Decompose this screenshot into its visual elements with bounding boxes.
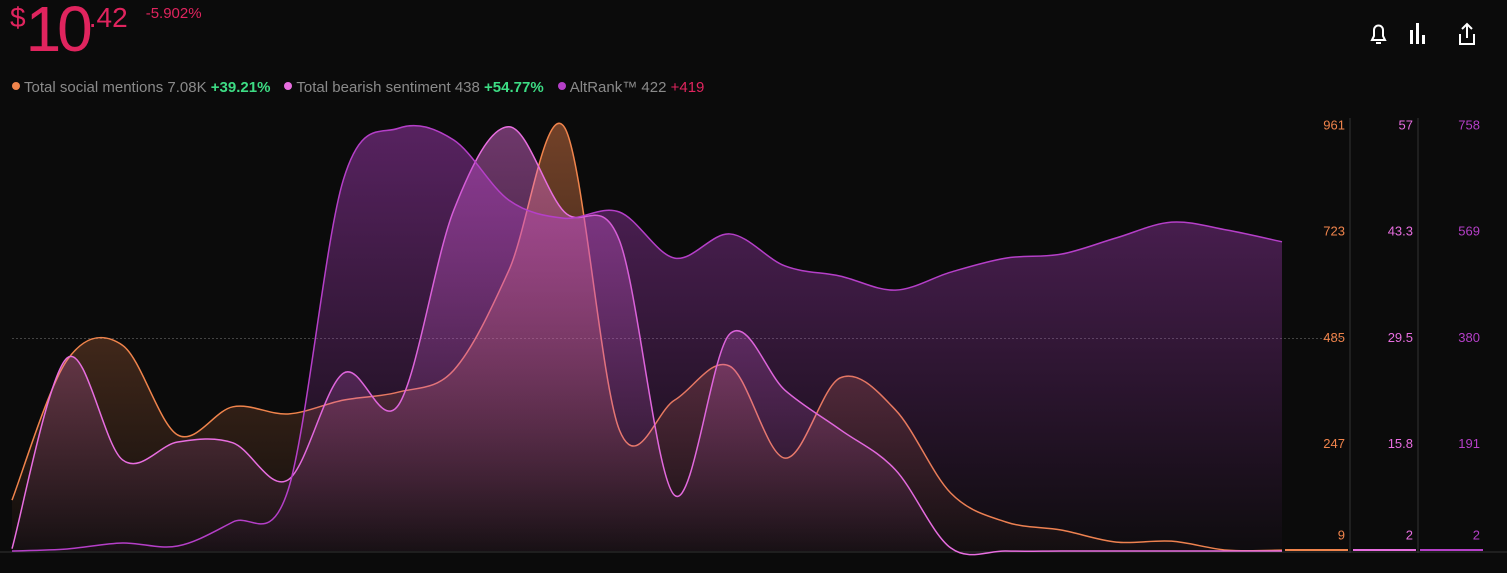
legend: Total social mentions 7.08K +39.21% Total…	[12, 79, 718, 96]
y-tick-label: 723	[1323, 224, 1345, 239]
y-tick-label: 485	[1323, 330, 1345, 345]
y-tick-label: 2	[1406, 527, 1413, 542]
area	[12, 125, 1282, 551]
y-tick-label: 57	[1399, 117, 1413, 132]
price-decimal: .42	[88, 2, 128, 33]
y-tick-label: 15.8	[1388, 436, 1413, 451]
y-tick-label: 247	[1323, 436, 1345, 451]
legend-name: AltRank™	[569, 79, 638, 96]
legend-change: +39.21%	[210, 79, 271, 96]
legend-dot	[284, 82, 293, 91]
currency: $	[10, 2, 26, 33]
legend-name: Total social mentions	[24, 79, 164, 96]
y-tick-label: 43.3	[1388, 223, 1413, 238]
chart-icon[interactable]	[1410, 23, 1425, 44]
legend-name: Total bearish sentiment	[296, 79, 451, 96]
legend-dot	[12, 82, 20, 91]
alert-icon[interactable]	[1370, 24, 1387, 44]
price: $10.42 -5.902%	[10, 0, 202, 66]
y-tick-label: 569	[1458, 224, 1480, 239]
legend-total: 7.08K	[167, 79, 207, 96]
legend-item: Total social mentions 7.08K +39.21%	[12, 79, 270, 96]
y-tick-label: 191	[1458, 436, 1480, 451]
legend-total: 422	[641, 79, 667, 96]
legend-change: +419	[670, 79, 705, 96]
y-tick-label: 380	[1458, 330, 1480, 345]
y-tick-label: 9	[1338, 527, 1345, 542]
price-change: -5.902%	[145, 5, 202, 22]
legend-item: AltRank™ 422 +419	[557, 79, 705, 96]
legend-item: Total bearish sentiment 438 +54.77%	[284, 79, 544, 96]
legend-total: 438	[454, 79, 480, 96]
legend-dot	[557, 82, 566, 91]
y-tick-label: 758	[1458, 117, 1480, 132]
share-icon[interactable]	[1459, 22, 1475, 45]
y-tick-label: 29.5	[1388, 330, 1413, 345]
price-integer: 10	[25, 0, 93, 65]
y-tick-label: 961	[1323, 117, 1345, 132]
y-tick-label: 2	[1473, 527, 1480, 542]
legend-change: +54.77%	[484, 79, 544, 96]
line	[11, 124, 1283, 552]
